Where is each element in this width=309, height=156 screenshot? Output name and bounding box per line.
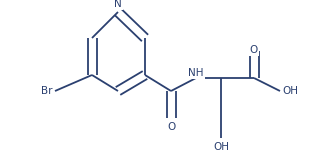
Text: O: O — [167, 122, 175, 132]
Text: OH: OH — [282, 86, 298, 96]
Text: NH: NH — [188, 68, 204, 78]
Text: O: O — [250, 45, 258, 55]
Text: OH: OH — [213, 142, 229, 152]
Text: Br: Br — [41, 86, 53, 96]
Text: N: N — [114, 0, 122, 9]
